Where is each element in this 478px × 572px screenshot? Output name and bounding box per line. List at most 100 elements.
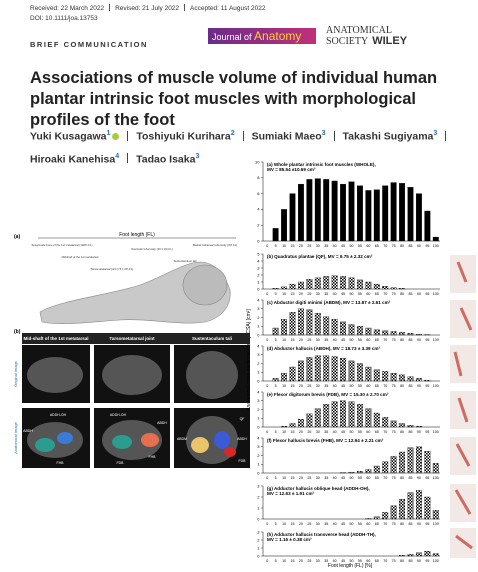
bar [314, 277, 321, 290]
author[interactable]: Toshiyuki Kurihara [136, 130, 231, 143]
y-tick-label: 1 [257, 416, 260, 421]
bar [272, 228, 279, 242]
chart-title-part: (g) Adductor hallucis oblique head (ADDH… [267, 486, 370, 491]
bar [424, 496, 431, 520]
x-tick-label: 50 [350, 244, 354, 248]
y-axis-label: Anatomical cross-sectional area (ACSA) [… [246, 309, 252, 411]
y-tick-label: 3 [257, 265, 260, 270]
bar [390, 287, 397, 290]
x-tick-label: 75 [392, 244, 396, 248]
x-tick-label: 65 [375, 430, 379, 434]
y-tick-label: 3 [257, 529, 260, 534]
x-tick-label: 60 [366, 476, 370, 480]
x-tick-label: 80 [400, 338, 404, 342]
muscle-label: QF [240, 417, 245, 421]
x-tick-label: 75 [392, 522, 396, 526]
x-axis-label: Foot length (FL) [%] [328, 563, 373, 569]
bar [331, 319, 338, 336]
author[interactable]: Sumiaki Maeo [251, 130, 322, 143]
bar [399, 451, 406, 474]
journal-logo[interactable]: Journal of Anatomy [208, 28, 316, 44]
landmark-label: Sustentaculum tali [174, 259, 197, 263]
bar [415, 425, 422, 428]
bar [415, 193, 422, 242]
x-tick-label: 5 [275, 430, 277, 434]
bar [373, 283, 380, 290]
bar [399, 332, 406, 336]
x-tick-label: 40 [333, 292, 337, 296]
x-tick-label: 60 [366, 244, 370, 248]
chart-title: (e) Flexor digitorum brevis (FDB), MV = … [267, 392, 389, 397]
x-tick-label: 10 [282, 522, 286, 526]
separator [127, 130, 129, 141]
row-label: Anatomical image [13, 421, 18, 454]
x-tick-label: 45 [341, 476, 345, 480]
column-label: Sustentaculum tali [192, 336, 232, 341]
affiliation: 1 [106, 130, 111, 137]
article-title: Associations of muscle volume of individ… [30, 69, 438, 129]
x-tick-label: 90 [417, 244, 421, 248]
x-tick-label: 45 [341, 244, 345, 248]
bar [331, 180, 338, 242]
orcid-icon[interactable] [112, 132, 120, 140]
x-tick-label: 100 [433, 244, 439, 248]
x-tick-label: 75 [392, 338, 396, 342]
x-tick-label: 5 [275, 244, 277, 248]
bar [399, 374, 406, 382]
bar [415, 490, 422, 520]
chart-title: (h) Adductor hallucis transverse head (A… [267, 532, 376, 542]
affiliation: 3 [433, 130, 438, 137]
x-tick-label: 70 [383, 244, 387, 248]
separator [333, 130, 335, 141]
bar [415, 446, 422, 474]
bar [281, 286, 288, 290]
bar [382, 417, 389, 428]
x-tick-label: 60 [366, 338, 370, 342]
author[interactable]: Hiroaki Kanehisa [30, 153, 116, 165]
x-tick-label: 100 [433, 430, 439, 434]
x-tick-label: 70 [383, 430, 387, 434]
doi[interactable]: DOI: 10.1111/joa.13753 [30, 15, 98, 22]
bar [399, 183, 406, 242]
mri-images [22, 345, 250, 468]
bar [340, 276, 347, 290]
bar [331, 401, 338, 428]
x-tick-label: 55 [358, 522, 362, 526]
x-tick-label: 90 [417, 522, 421, 526]
x-tick-label: 20 [299, 430, 303, 434]
bar [314, 178, 321, 242]
x-tick-label: 30 [316, 338, 320, 342]
x-tick-label: 15 [291, 292, 295, 296]
y-tick-label: 8 [257, 175, 260, 180]
author[interactable]: Tadao Isaka [136, 153, 196, 165]
x-tick-label: 0 [266, 559, 268, 563]
x-tick-label: 65 [375, 522, 379, 526]
bar [331, 275, 338, 290]
bar [306, 357, 313, 382]
x-tick-label: 0 [266, 430, 268, 434]
illustration [22, 237, 250, 468]
bar [415, 333, 422, 336]
author[interactable]: Takashi Sugiyama [342, 130, 434, 143]
x-tick-label: 45 [341, 384, 345, 388]
chart-title: (g) Adductor hallucis oblique head (ADDH… [267, 486, 370, 496]
x-tick-label: 80 [400, 522, 404, 526]
calcaneus [182, 264, 228, 306]
x-tick-label: 40 [333, 559, 337, 563]
column-header-bg [22, 333, 250, 344]
x-tick-label: 80 [400, 292, 404, 296]
x-tick-label: 75 [392, 430, 396, 434]
x-tick-label: 50 [350, 522, 354, 526]
x-tick-label: 10 [282, 244, 286, 248]
bar [348, 181, 355, 242]
x-tick-label: 5 [275, 338, 277, 342]
x-tick-label: 75 [392, 292, 396, 296]
x-tick-label: 100 [433, 522, 439, 526]
bar [407, 554, 414, 557]
y-tick-label: 3 [257, 444, 260, 449]
author[interactable]: Yuki Kusagawa [30, 130, 107, 143]
affiliation: 2 [230, 130, 235, 137]
x-tick-label: 70 [383, 522, 387, 526]
landmark-label: Medial calcaneal tuberosity (0% FL) [193, 243, 238, 247]
x-tick-label: 95 [425, 244, 429, 248]
